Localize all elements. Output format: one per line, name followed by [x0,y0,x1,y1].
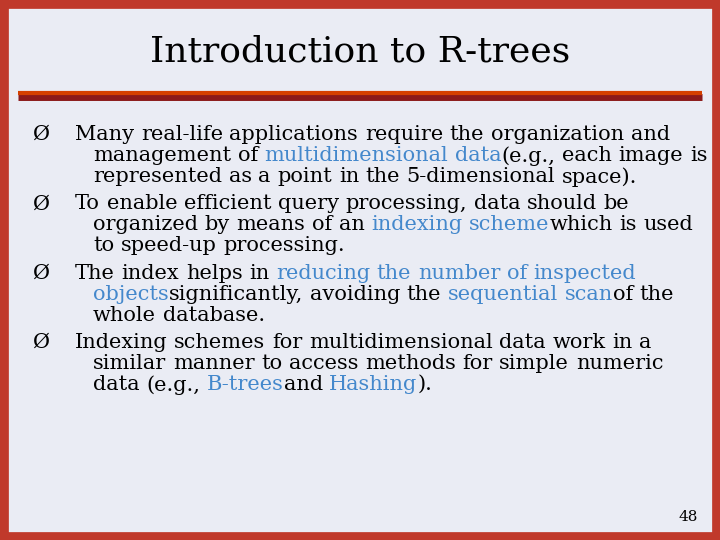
Text: sequential: sequential [448,285,558,303]
Text: represented: represented [93,167,222,186]
Text: means: means [236,215,305,234]
Text: should: should [527,194,597,213]
Text: to: to [93,237,114,255]
Text: index: index [122,264,179,282]
Text: processing,: processing, [346,194,467,213]
Text: in: in [338,167,359,186]
Text: efficient: efficient [184,194,271,213]
Text: Ø: Ø [32,264,49,282]
Text: for: for [462,354,492,373]
Text: Ø: Ø [32,333,49,352]
Text: as: as [229,167,252,186]
Text: Introduction to R-trees: Introduction to R-trees [150,35,570,69]
Text: applications: applications [230,125,359,144]
Text: indexing: indexing [372,215,462,234]
Text: which: which [549,215,613,234]
Text: multidimensional: multidimensional [265,146,449,165]
Text: B-trees: B-trees [207,375,284,394]
Text: multidimensional: multidimensional [309,333,492,352]
Text: processing.: processing. [223,237,345,255]
Text: inspected: inspected [534,264,636,282]
Text: work: work [553,333,606,352]
Text: schemes: schemes [174,333,266,352]
Text: methods: methods [365,354,456,373]
Text: Ø: Ø [32,125,49,144]
Text: (e.g.,: (e.g., [502,146,556,166]
Text: Indexing: Indexing [75,333,168,352]
Text: a: a [258,167,271,186]
Text: simple: simple [500,354,570,373]
Text: the: the [366,167,400,186]
Text: Many: Many [75,125,134,144]
Text: query: query [278,194,339,213]
Text: organization: organization [491,125,624,144]
Text: be: be [604,194,629,213]
Text: of: of [613,285,633,303]
Text: Hashing: Hashing [329,375,418,394]
Text: avoiding: avoiding [310,285,400,303]
Text: ).: ). [418,375,433,394]
Text: require: require [365,125,443,144]
Text: and: and [284,375,323,394]
Text: data: data [500,333,546,352]
Text: used: used [644,215,693,234]
Text: in: in [249,264,269,282]
Text: data: data [474,194,521,213]
Text: the: the [450,125,485,144]
Text: data: data [455,146,502,165]
Text: reducing: reducing [276,264,370,282]
Text: helps: helps [186,264,243,282]
Text: organized: organized [93,215,198,234]
Text: access: access [289,354,359,373]
Text: real-life: real-life [140,125,223,144]
Text: significantly,: significantly, [168,285,303,303]
Text: data: data [93,375,140,394]
Text: is: is [690,146,707,165]
Text: manner: manner [173,354,254,373]
Text: space).: space). [562,167,637,187]
Text: point: point [277,167,332,186]
Text: management: management [93,146,231,165]
Text: for: for [272,333,302,352]
Text: numeric: numeric [576,354,663,373]
Text: 5-dimensional: 5-dimensional [407,167,555,186]
Text: the: the [407,285,441,303]
Text: 48: 48 [679,510,698,524]
Text: in: in [613,333,633,352]
Text: The: The [75,264,115,282]
Text: the: the [640,285,674,303]
Text: an: an [339,215,365,234]
Text: whole: whole [93,306,156,325]
Text: a: a [639,333,652,352]
Text: speed-up: speed-up [121,237,217,255]
Text: of: of [238,146,258,165]
Text: To: To [75,194,100,213]
Text: by: by [204,215,230,234]
Text: enable: enable [107,194,177,213]
Text: (e.g.,: (e.g., [146,375,200,395]
Text: scheme: scheme [469,215,549,234]
Text: to: to [261,354,282,373]
Text: of: of [312,215,332,234]
Text: and: and [631,125,670,144]
Text: scan: scan [564,285,613,303]
Text: the: the [377,264,411,282]
Text: image: image [618,146,683,165]
Text: is: is [619,215,637,234]
Text: of: of [507,264,527,282]
Text: number: number [418,264,500,282]
Text: similar: similar [93,354,166,373]
Text: Ø: Ø [32,194,49,213]
Text: database.: database. [163,306,265,325]
Text: objects: objects [93,285,168,303]
Text: each: each [562,146,612,165]
